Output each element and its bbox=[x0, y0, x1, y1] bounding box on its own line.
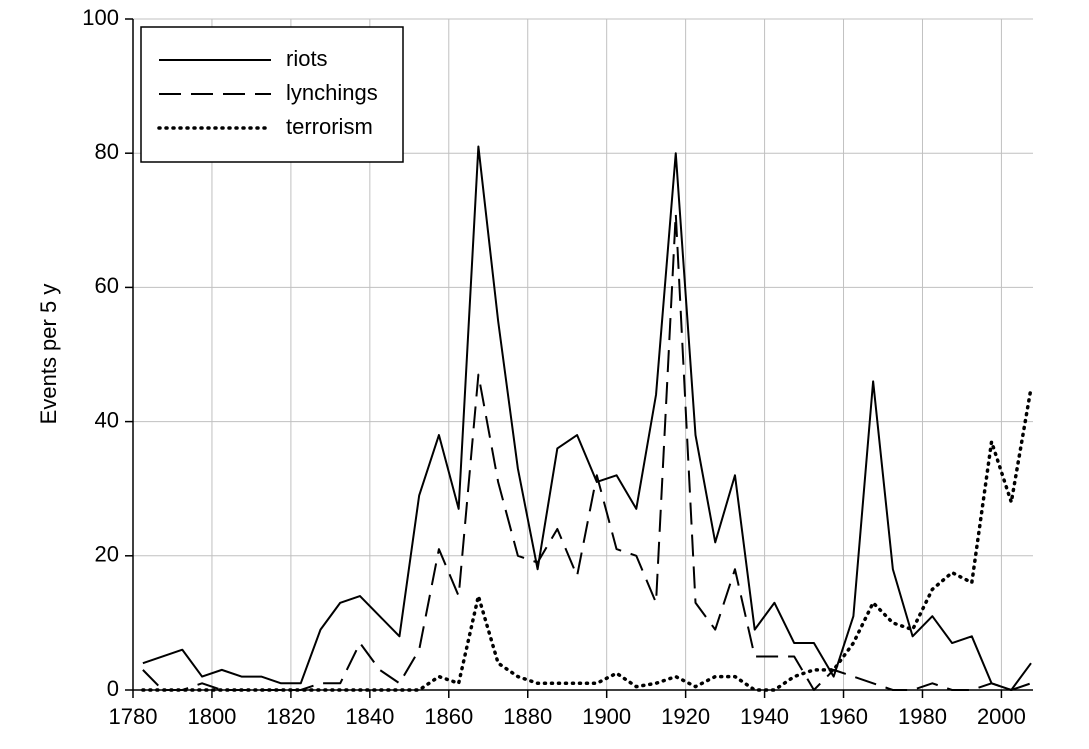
x-tick-label: 1800 bbox=[187, 704, 236, 729]
x-tick-label: 1920 bbox=[661, 704, 710, 729]
y-tick-label: 80 bbox=[95, 139, 119, 164]
legend-label: lynchings bbox=[286, 80, 378, 105]
x-tick-label: 2000 bbox=[977, 704, 1026, 729]
y-tick-label: 60 bbox=[95, 273, 119, 298]
y-tick-label: 40 bbox=[95, 407, 119, 432]
series-line bbox=[142, 145, 1032, 691]
y-axis-label: Events per 5 y bbox=[36, 284, 61, 425]
y-tick-label: 20 bbox=[95, 542, 119, 567]
x-tick-label: 1860 bbox=[424, 704, 473, 729]
legend-box bbox=[140, 26, 404, 163]
series-line bbox=[141, 386, 1033, 692]
y-tick-label: 100 bbox=[82, 5, 119, 30]
x-tick-label: 1840 bbox=[345, 704, 394, 729]
x-tick-label: 1980 bbox=[898, 704, 947, 729]
y-tick-label: 0 bbox=[107, 676, 119, 701]
legend-label: riots bbox=[286, 46, 328, 71]
x-tick-label: 1880 bbox=[503, 704, 552, 729]
x-tick-label: 1940 bbox=[740, 704, 789, 729]
x-tick-label: 1820 bbox=[266, 704, 315, 729]
legend-label: terrorism bbox=[286, 114, 373, 139]
x-tick-label: 1960 bbox=[819, 704, 868, 729]
x-tick-label: 1780 bbox=[109, 704, 158, 729]
series-line bbox=[142, 212, 1032, 691]
x-tick-label: 1900 bbox=[582, 704, 631, 729]
